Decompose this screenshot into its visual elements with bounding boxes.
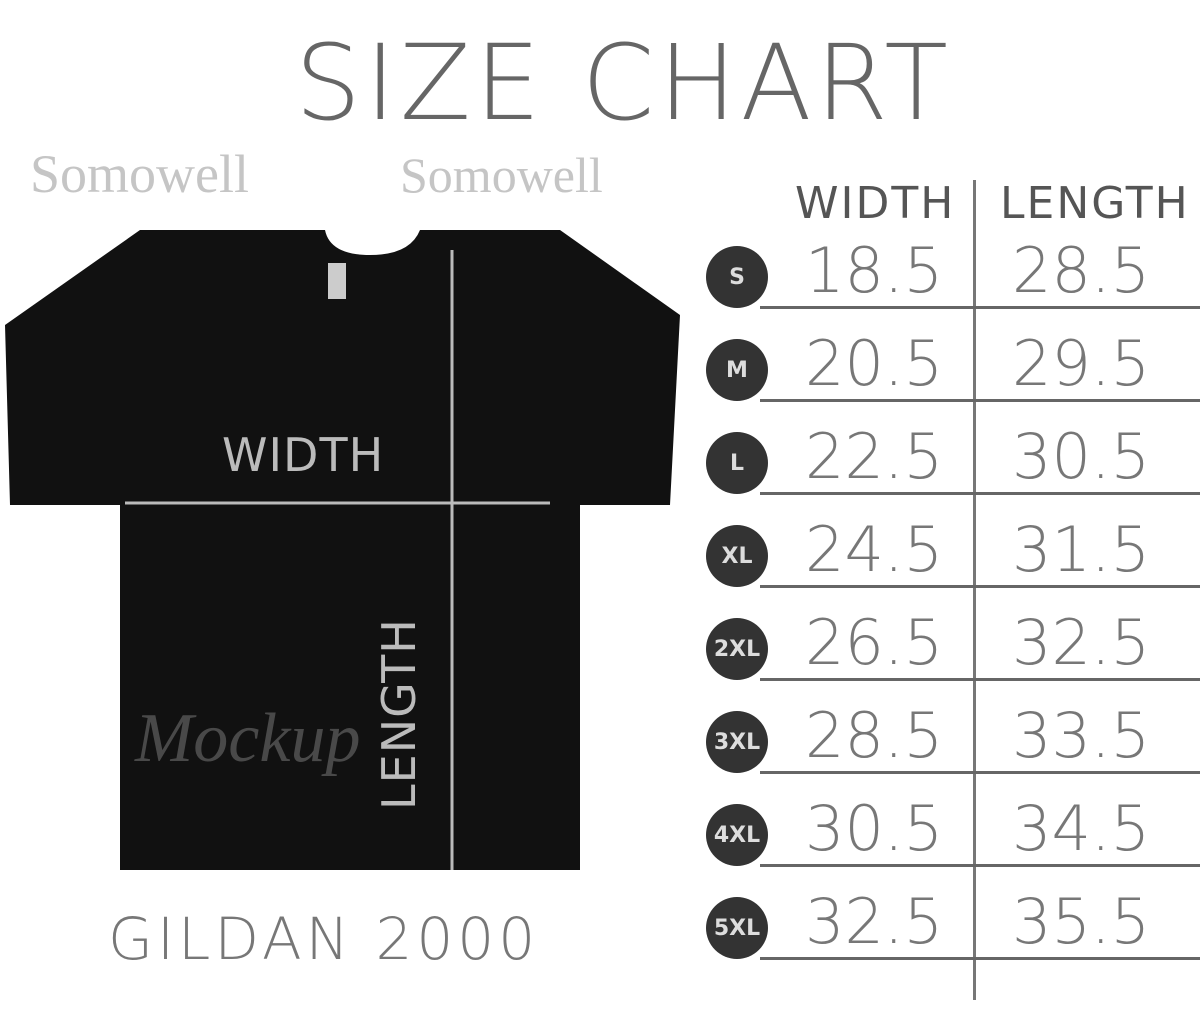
width-header: WIDTH [795, 178, 956, 229]
width-value: 26.5 [805, 606, 944, 679]
row-divider [760, 492, 1200, 495]
length-value: 34.5 [1012, 792, 1151, 865]
size-badge: 4XL [706, 804, 768, 866]
row-divider [760, 771, 1200, 774]
width-value: 22.5 [805, 420, 944, 493]
size-badge: S [706, 246, 768, 308]
watermark: Somowell [30, 144, 250, 204]
table-row: 4XL 30.5 34.5 [700, 788, 1200, 881]
length-value: 29.5 [1012, 327, 1151, 400]
size-badge: 3XL [706, 711, 768, 773]
width-value: 32.5 [805, 885, 944, 958]
length-header: LENGTH [1000, 178, 1190, 229]
table-row: 5XL 32.5 35.5 [700, 881, 1200, 974]
row-divider [760, 864, 1200, 867]
table-row: L 22.5 30.5 [700, 416, 1200, 509]
table-row: M 20.5 29.5 [700, 323, 1200, 416]
size-badge: L [706, 432, 768, 494]
page-title: SIZE CHART [295, 22, 952, 144]
tshirt-illustration [5, 230, 680, 870]
width-value: 24.5 [805, 513, 944, 586]
size-badge: 5XL [706, 897, 768, 959]
length-value: 35.5 [1012, 885, 1151, 958]
row-divider [760, 957, 1200, 960]
size-badge: 2XL [706, 618, 768, 680]
mockup-watermark: Mockup [135, 700, 361, 777]
width-value: 28.5 [805, 699, 944, 772]
row-divider [760, 399, 1200, 402]
model-label: GILDAN 2000 [108, 905, 540, 973]
length-label: LENGTH [372, 618, 426, 810]
row-divider [760, 306, 1200, 309]
size-badge: M [706, 339, 768, 401]
size-badge: XL [706, 525, 768, 587]
row-divider [760, 585, 1200, 588]
width-value: 30.5 [805, 792, 944, 865]
width-value: 20.5 [805, 327, 944, 400]
table-row: XL 24.5 31.5 [700, 509, 1200, 602]
width-label: WIDTH [222, 428, 385, 482]
watermark-bottom: Somowell [400, 147, 603, 203]
length-value: 33.5 [1012, 699, 1151, 772]
length-value: 30.5 [1012, 420, 1151, 493]
length-value: 28.5 [1012, 234, 1151, 307]
table-row: S 18.5 28.5 [700, 230, 1200, 323]
length-value: 31.5 [1012, 513, 1151, 586]
table-row: 3XL 28.5 33.5 [700, 695, 1200, 788]
length-value: 32.5 [1012, 606, 1151, 679]
row-divider [760, 678, 1200, 681]
column-divider [973, 180, 976, 1000]
width-value: 18.5 [805, 234, 944, 307]
table-row: 2XL 26.5 32.5 [700, 602, 1200, 695]
